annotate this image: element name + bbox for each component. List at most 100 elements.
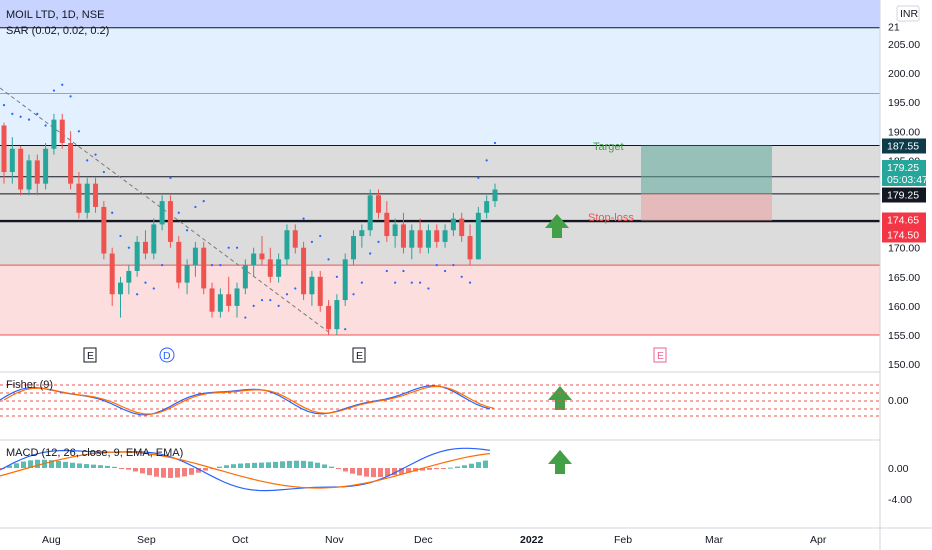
candle[interactable] <box>151 218 157 260</box>
target-zone[interactable] <box>641 145 772 194</box>
candle[interactable] <box>301 241 307 301</box>
candle[interactable] <box>425 224 431 254</box>
candle-body <box>351 236 357 260</box>
candle[interactable] <box>18 145 24 196</box>
time-axis[interactable]: Aug Sep Oct Nov Dec 2022 Feb Mar Apr <box>42 534 827 546</box>
svg-text:E: E <box>657 350 664 362</box>
candle[interactable] <box>76 172 82 219</box>
candle[interactable] <box>118 276 124 318</box>
sar-dot <box>2 104 6 107</box>
candle[interactable] <box>251 247 257 277</box>
sar-legend[interactable]: SAR (0.02, 0.02, 0.2) <box>6 25 109 37</box>
candle[interactable] <box>375 189 381 219</box>
sar-dot <box>69 95 72 98</box>
candle-body <box>392 224 398 237</box>
macd-histogram-bar <box>343 468 348 472</box>
price-axis-tick: 205.00 <box>888 39 920 51</box>
candle[interactable] <box>142 230 148 260</box>
candle[interactable] <box>392 218 398 248</box>
candle[interactable] <box>292 224 298 254</box>
candle[interactable] <box>184 259 190 295</box>
candle[interactable] <box>309 270 315 306</box>
candle[interactable] <box>176 236 182 289</box>
candle[interactable] <box>234 282 240 318</box>
fisher-pane[interactable] <box>0 384 880 417</box>
candle[interactable] <box>326 300 332 335</box>
long-position-tool[interactable] <box>641 145 772 221</box>
candle[interactable] <box>367 189 373 237</box>
stop-zone[interactable] <box>641 193 772 221</box>
candle[interactable] <box>109 247 115 306</box>
candle[interactable] <box>201 241 207 295</box>
trend-line[interactable] <box>0 87 331 334</box>
candle[interactable] <box>267 247 273 283</box>
earnings-marker[interactable]: E <box>352 347 366 363</box>
candle[interactable] <box>475 206 481 260</box>
macd-legend[interactable]: MACD (12, 26, close, 9, EMA, EMA) <box>6 447 183 459</box>
candle[interactable] <box>134 236 140 277</box>
macd-histogram-bar <box>385 468 390 477</box>
candle[interactable] <box>484 195 490 219</box>
candle[interactable] <box>43 142 49 190</box>
time-axis-label: Sep <box>137 534 156 546</box>
candle[interactable] <box>68 131 74 190</box>
price-axis[interactable]: 21205.00200.00195.00190.00185.00170.0016… <box>888 22 920 372</box>
candle[interactable] <box>93 177 99 213</box>
macd-histogram-bar <box>287 460 292 468</box>
candle-body <box>209 288 215 312</box>
candles[interactable] <box>1 113 498 335</box>
candle[interactable] <box>284 224 290 266</box>
candle[interactable] <box>334 294 340 335</box>
candle[interactable] <box>101 201 107 260</box>
candle[interactable] <box>417 218 423 254</box>
candle[interactable] <box>467 224 473 266</box>
currency-badge[interactable]: INR <box>896 5 920 22</box>
macd-histogram-bar <box>203 468 208 471</box>
candle[interactable] <box>51 113 57 155</box>
earnings-marker[interactable]: E <box>83 347 97 363</box>
dividend-marker[interactable]: D <box>159 347 175 363</box>
macd-pane[interactable] <box>0 447 491 492</box>
time-axis-label: Feb <box>614 534 632 546</box>
candle[interactable] <box>34 154 40 196</box>
candle[interactable] <box>226 276 232 312</box>
candle[interactable] <box>9 137 15 184</box>
candle[interactable] <box>342 253 348 306</box>
time-axis-label: 2022 <box>520 534 544 546</box>
macd-histogram-bar <box>98 465 103 468</box>
candle[interactable] <box>242 259 248 295</box>
sar-dot <box>360 281 363 284</box>
candle[interactable] <box>351 230 357 266</box>
candle[interactable] <box>442 224 448 248</box>
earnings-marker-upcoming[interactable]: E <box>653 347 667 363</box>
candle[interactable] <box>217 288 223 318</box>
candle[interactable] <box>384 201 390 242</box>
candle[interactable] <box>434 224 440 248</box>
svg-text:E: E <box>87 350 94 362</box>
candle[interactable] <box>159 195 165 231</box>
sar-dot <box>27 118 31 121</box>
candle[interactable] <box>59 113 65 149</box>
candle[interactable] <box>84 177 90 219</box>
candle[interactable] <box>26 154 32 196</box>
candle[interactable] <box>259 236 265 266</box>
candle[interactable] <box>167 195 173 248</box>
candle[interactable] <box>276 253 282 283</box>
candle[interactable] <box>359 224 365 248</box>
candle[interactable] <box>126 265 132 295</box>
fisher-legend[interactable]: Fisher (9) <box>6 379 53 391</box>
candle[interactable] <box>1 122 7 184</box>
symbol-legend[interactable]: MOIL LTD, 1D, NSE <box>6 9 104 21</box>
candle[interactable] <box>492 183 498 207</box>
candle[interactable] <box>459 212 465 242</box>
candle-body <box>434 230 440 242</box>
candle[interactable] <box>317 270 323 312</box>
candle[interactable] <box>192 241 198 277</box>
sar-dot <box>19 115 22 118</box>
candle[interactable] <box>400 212 406 254</box>
candle[interactable] <box>409 224 415 260</box>
candle[interactable] <box>450 212 456 237</box>
candle[interactable] <box>209 282 215 318</box>
